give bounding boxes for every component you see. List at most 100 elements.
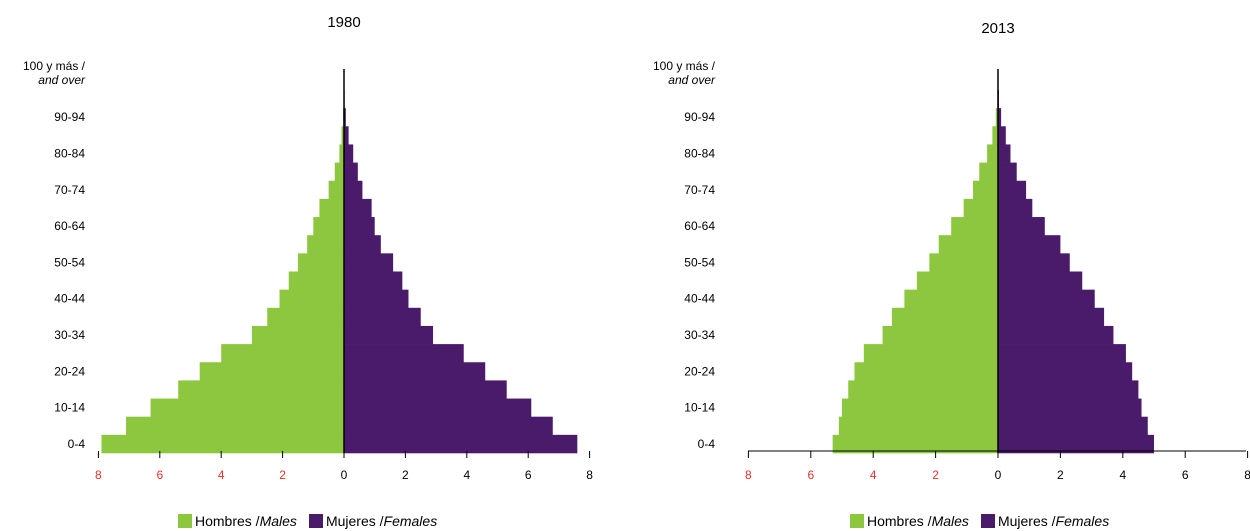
bar-females-90-94 — [344, 108, 346, 127]
bar-females-25-29 — [344, 344, 464, 363]
bar-males-65-69 — [963, 198, 998, 218]
bar-females-90-94 — [998, 108, 1002, 127]
bar-males-15-19 — [848, 380, 998, 399]
bar-males-20-24 — [199, 362, 344, 381]
x-tick-label: 6 — [1182, 468, 1189, 482]
bar-females-5-9 — [998, 416, 1148, 436]
bar-females-45-49 — [344, 271, 403, 290]
legend-label-males-italic: Males — [259, 513, 297, 529]
y-tick-label: 30-34 — [54, 328, 85, 342]
bar-females-75-79 — [344, 162, 358, 182]
bar-males-55-59 — [307, 235, 344, 254]
bar-females-10-14 — [998, 398, 1142, 417]
bar-females-35-39 — [344, 307, 421, 327]
legend-swatch-males — [850, 514, 864, 528]
x-tick-label: 0 — [341, 468, 348, 482]
bar-males-25-29 — [221, 344, 344, 363]
y-tick-label: 10-14 — [54, 401, 85, 415]
bar-males-0-4 — [832, 434, 998, 454]
bar-females-20-24 — [998, 362, 1133, 381]
bar-females-60-64 — [998, 217, 1045, 236]
x-tick-label: 2 — [279, 468, 286, 482]
bar-males-90-94 — [995, 108, 998, 127]
y-tick-label: 50-54 — [684, 255, 715, 269]
chart-title: 2013 — [981, 20, 1014, 37]
y-tick-label: 100 y más / — [23, 59, 86, 73]
bar-males-0-4 — [101, 434, 344, 454]
bar-females-80-84 — [998, 144, 1011, 163]
x-tick-label: 6 — [156, 468, 163, 482]
bar-males-85-89 — [992, 126, 998, 145]
bar-females-40-44 — [344, 289, 409, 309]
x-tick-label: 8 — [745, 468, 752, 482]
x-tick-label: 2 — [402, 468, 409, 482]
bar-females-30-34 — [998, 325, 1114, 345]
legend-1980: Hombres / Males Mujeres / Females — [178, 513, 449, 529]
legend-swatch-males — [178, 514, 192, 528]
bar-males-85-89 — [341, 126, 344, 145]
bar-females-0-4 — [998, 434, 1154, 454]
bar-females-75-79 — [998, 162, 1017, 182]
y-tick-label: 80-84 — [54, 147, 85, 161]
bar-males-25-29 — [863, 344, 998, 363]
y-tick-label: 60-64 — [54, 219, 85, 233]
bar-males-45-49 — [288, 271, 344, 290]
x-tick-label: 8 — [1244, 468, 1250, 482]
legend-label-males-prefix: Hombres / — [867, 513, 932, 529]
bar-females-60-64 — [344, 217, 375, 236]
legend-item-males: Hombres / Males — [850, 513, 969, 529]
x-tick-label: 4 — [463, 468, 470, 482]
y-tick-label: 20-24 — [54, 364, 85, 378]
legend-item-females: Mujeres / Females — [308, 513, 437, 529]
bar-females-80-84 — [344, 144, 354, 163]
bar-females-85-89 — [998, 126, 1006, 145]
bar-males-80-84 — [339, 144, 344, 163]
bar-males-75-79 — [334, 162, 344, 182]
bar-females-50-54 — [998, 253, 1070, 272]
y-tick-label: 40-44 — [684, 292, 715, 306]
bar-females-30-34 — [344, 325, 434, 345]
x-tick-label: 6 — [525, 468, 532, 482]
bar-males-70-74 — [973, 180, 998, 200]
bar-males-55-59 — [938, 235, 998, 254]
y-tick-label: 10-14 — [684, 401, 715, 415]
chart-title: 1980 — [327, 14, 360, 31]
y-tick-label: 100 y más / — [653, 59, 716, 73]
x-tick-label: 8 — [586, 468, 593, 482]
bar-males-65-69 — [319, 198, 344, 218]
bar-males-75-79 — [979, 162, 998, 182]
y-tick-label: 80-84 — [684, 147, 715, 161]
legend-2013: Hombres / Males Mujeres / Females — [850, 513, 1121, 529]
bar-males-60-64 — [313, 217, 344, 236]
legend-label-females-italic: Females — [1055, 513, 1110, 529]
legend-item-females: Mujeres / Females — [980, 513, 1110, 529]
bar-females-55-59 — [344, 235, 381, 254]
legend-label-females-prefix: Mujeres / — [997, 513, 1056, 529]
bar-females-0-4 — [344, 434, 578, 454]
bar-males-10-14 — [842, 398, 998, 417]
bar-males-35-39 — [267, 307, 344, 327]
x-tick-label: 2 — [932, 468, 939, 482]
bar-males-80-84 — [987, 144, 998, 163]
x-tick-label: 4 — [870, 468, 877, 482]
x-tick-label: 4 — [218, 468, 225, 482]
y-tick-label: 0-4 — [68, 437, 86, 451]
bar-females-10-14 — [344, 398, 532, 417]
x-tick-label: 8 — [95, 468, 102, 482]
y-tick-label: 50-54 — [54, 255, 85, 269]
legend-item-males: Hombres / Males — [178, 513, 297, 529]
bar-males-5-9 — [838, 416, 998, 436]
y-tick-label-italic: and over — [38, 73, 86, 87]
y-tick-label: 0-4 — [698, 437, 716, 451]
bar-females-70-74 — [344, 180, 363, 200]
y-tick-label: 70-74 — [54, 183, 85, 197]
bar-males-70-74 — [328, 180, 344, 200]
bar-females-65-69 — [998, 198, 1033, 218]
bar-males-45-49 — [916, 271, 998, 290]
bar-males-5-9 — [126, 416, 344, 436]
y-tick-label: 40-44 — [54, 292, 85, 306]
bar-males-10-14 — [150, 398, 344, 417]
bar-females-35-39 — [998, 307, 1105, 327]
